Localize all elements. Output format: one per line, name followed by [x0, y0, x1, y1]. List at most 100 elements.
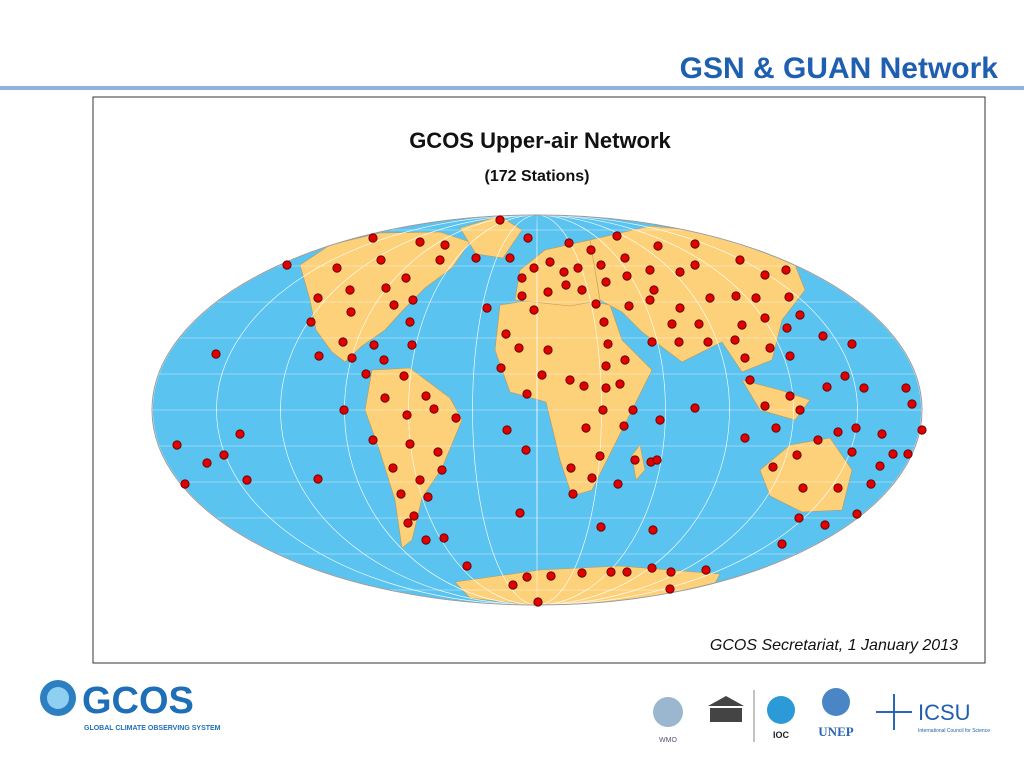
station	[667, 319, 677, 329]
station	[579, 381, 589, 391]
station	[581, 423, 591, 433]
station	[505, 253, 515, 263]
station	[515, 508, 525, 518]
station	[785, 351, 795, 361]
station	[514, 343, 524, 353]
station	[603, 339, 613, 349]
station	[690, 239, 700, 249]
station	[423, 492, 433, 502]
station	[888, 449, 898, 459]
map-subtitle: (172 Stations)	[485, 168, 590, 185]
station	[760, 313, 770, 323]
station	[619, 421, 629, 431]
station	[495, 215, 505, 225]
station	[875, 461, 885, 471]
station	[730, 335, 740, 345]
station	[674, 337, 684, 347]
station	[543, 345, 553, 355]
station	[645, 295, 655, 305]
station	[401, 273, 411, 283]
landmass	[759, 437, 853, 513]
station	[405, 317, 415, 327]
station	[620, 355, 630, 365]
station	[740, 433, 750, 443]
station	[347, 353, 357, 363]
station	[690, 403, 700, 413]
station	[345, 285, 355, 295]
station	[622, 567, 632, 577]
station	[813, 435, 823, 445]
ioc-label: IOC	[773, 730, 790, 740]
station	[566, 463, 576, 473]
station	[529, 305, 539, 315]
station	[482, 303, 492, 313]
map-credit: GCOS Secretariat, 1 January 2013	[710, 637, 958, 654]
station	[822, 382, 832, 392]
station	[587, 473, 597, 483]
station	[705, 293, 715, 303]
station	[601, 361, 611, 371]
station	[522, 572, 532, 582]
station	[462, 561, 472, 571]
station	[781, 265, 791, 275]
title-rule	[0, 86, 1024, 90]
station	[785, 391, 795, 401]
station	[545, 257, 555, 267]
station	[339, 405, 349, 415]
station	[521, 445, 531, 455]
station	[760, 270, 770, 280]
station	[537, 370, 547, 380]
gcos-globe-inner	[47, 687, 69, 709]
station	[543, 287, 553, 297]
gcos-brand: GCOS	[82, 680, 194, 722]
station	[745, 375, 755, 385]
station	[314, 351, 324, 361]
station	[501, 329, 511, 339]
station	[577, 285, 587, 295]
station	[596, 260, 606, 270]
station	[852, 509, 862, 519]
station	[403, 518, 413, 528]
station	[628, 405, 638, 415]
station	[405, 439, 415, 449]
unep-emblem	[822, 688, 850, 716]
station	[471, 253, 481, 263]
station	[675, 303, 685, 313]
station	[346, 307, 356, 317]
station	[235, 429, 245, 439]
station	[389, 300, 399, 310]
station	[381, 283, 391, 293]
station	[409, 511, 419, 521]
icsu-tagline: International Council for Science	[918, 728, 990, 734]
station	[565, 375, 575, 385]
station	[784, 292, 794, 302]
station	[313, 293, 323, 303]
station	[737, 320, 747, 330]
station	[703, 337, 713, 347]
station	[620, 253, 630, 263]
station	[777, 539, 787, 549]
station	[415, 237, 425, 247]
unep-label: UNEP	[818, 724, 853, 739]
station	[851, 423, 861, 433]
station	[407, 340, 417, 350]
partner-logos: WMO IOC UNEP ICSU International Council …	[653, 688, 990, 744]
station	[630, 455, 640, 465]
station	[740, 353, 750, 363]
station	[332, 263, 342, 273]
station	[606, 567, 616, 577]
gcos-logo: GCOS GLOBAL CLIMATE OBSERVING SYSTEM	[40, 680, 221, 732]
station	[903, 449, 913, 459]
ioc-emblem	[767, 696, 795, 724]
station	[622, 271, 632, 281]
station	[172, 440, 182, 450]
station	[877, 429, 887, 439]
stations	[172, 215, 927, 607]
station	[613, 479, 623, 489]
station	[522, 389, 532, 399]
station	[901, 383, 911, 393]
station	[439, 533, 449, 543]
station	[368, 233, 378, 243]
station	[568, 489, 578, 499]
